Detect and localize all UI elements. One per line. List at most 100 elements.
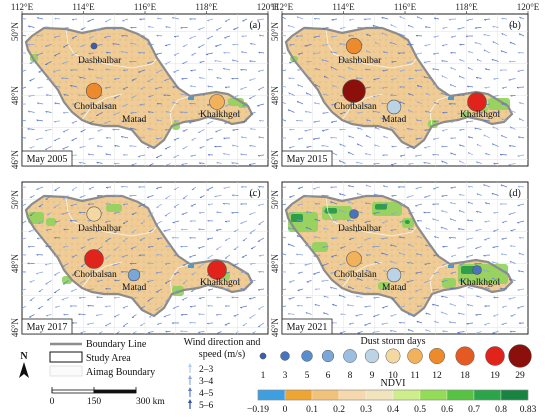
wind-arrow (298, 186, 304, 189)
wind-arrow (97, 44, 103, 46)
wind-arrow-head (492, 246, 495, 249)
dust-legend-symbol (343, 349, 357, 363)
wind-arrow (240, 86, 248, 90)
wind-arrow-head (508, 278, 511, 281)
panel-label: (b) (509, 20, 521, 31)
wind-arrow-head (147, 128, 150, 130)
wind-arrow (282, 52, 287, 54)
wind-arrow (298, 271, 304, 274)
wind-arrow (492, 25, 499, 28)
wind-arrow (306, 146, 312, 148)
wind-arrow-head (96, 296, 99, 299)
wind-arrow-head (189, 18, 192, 21)
wind-arrow-head (287, 227, 290, 230)
wind-arrow (96, 161, 103, 164)
wind-arrow (198, 297, 205, 299)
wind-arrow (502, 220, 508, 223)
city-label: Choibalsan (334, 102, 377, 112)
wind-arrow (323, 295, 329, 298)
wind-arrow (257, 288, 265, 291)
wind-arrow-head (467, 304, 469, 306)
wind-arrow (223, 186, 231, 189)
wind-arrow (231, 162, 239, 164)
wind-arrow (181, 163, 188, 165)
wind-arrow (241, 254, 248, 258)
wind-arrow (224, 237, 231, 241)
wind-arrow (190, 154, 197, 157)
wind-arrow-head (322, 246, 325, 249)
wind-arrow (500, 184, 508, 188)
wind-arrow (156, 254, 163, 256)
wind-arrow-head (304, 111, 307, 113)
wind-arrow-head (441, 195, 444, 198)
wind-arrow-head (297, 69, 300, 72)
wind-arrow (63, 93, 69, 96)
wind-arrow-head (304, 244, 307, 247)
wind-arrow (415, 288, 423, 292)
wind-arrow (288, 227, 295, 230)
wind-arrow (87, 305, 95, 307)
wind-arrow (484, 220, 491, 222)
wind-arrow (390, 314, 397, 317)
wind-arrow-head (458, 194, 461, 196)
wind-arrow (148, 331, 154, 333)
wind-arrow (508, 78, 516, 81)
wind-arrow-head (339, 128, 342, 131)
lat-tick-label: 46°N (270, 150, 280, 170)
wind-arrow-head (114, 194, 117, 197)
scale-label: 0 (50, 397, 55, 407)
wind-arrow (289, 195, 295, 198)
wind-arrow (304, 129, 312, 132)
wind-arrow (45, 110, 52, 113)
wind-arrow-head (382, 288, 385, 291)
wind-arrow (258, 136, 265, 139)
wind-arrow (157, 322, 163, 325)
wind-arrow-head (180, 314, 183, 316)
wind-arrow (87, 18, 95, 22)
wind-arrow-head (501, 87, 505, 89)
wind-arrow-head (180, 93, 183, 96)
wind-arrow (416, 101, 423, 105)
wind-arrow (425, 312, 431, 315)
wind-arrow-head (399, 70, 403, 72)
wind-arrow (425, 110, 431, 113)
wind-arrow (500, 287, 508, 290)
wind-arrow-head (365, 184, 368, 187)
legend-study-area-swatch (49, 351, 83, 363)
wind-arrow (500, 50, 508, 54)
wind-arrow (400, 69, 406, 72)
wind-arrow (314, 203, 321, 205)
wind-arrow (474, 41, 482, 45)
wind-arrow (383, 185, 389, 188)
wind-arrow-head (357, 112, 360, 114)
wind-arrow-head (129, 195, 132, 197)
wind-arrow-head (322, 112, 325, 115)
wind-arrow-head (165, 26, 168, 29)
wind-arrow (415, 271, 423, 274)
wind-arrow-head (415, 188, 418, 190)
wind-arrow (400, 154, 406, 157)
wind-arrow-head (364, 153, 367, 155)
wind-arrow-head (476, 295, 478, 298)
wind-arrow (509, 41, 516, 45)
scale-bar-segment (93, 389, 137, 394)
wind-arrow-head (36, 35, 39, 37)
wind-arrow-head (105, 68, 108, 71)
wind-arrow (356, 192, 363, 196)
wind-arrow-head (434, 236, 436, 239)
wind-arrow-head (416, 16, 419, 19)
wind-arrow-head (249, 279, 252, 282)
wind-arrow-head (258, 255, 262, 257)
wind-arrow (476, 193, 482, 196)
wind-arrow-head (69, 305, 72, 308)
wind-arrow-head (114, 279, 117, 282)
wind-arrow (355, 229, 363, 232)
wind-arrow (331, 18, 338, 21)
wind-arrow-head (415, 272, 418, 274)
wind-arrow (27, 128, 35, 130)
wind-arrow (62, 195, 69, 200)
wind-arrow-head (282, 53, 283, 55)
wind-arrow (306, 92, 312, 96)
wind-arrow-head (432, 68, 435, 71)
wind-arrow-head (122, 288, 125, 291)
